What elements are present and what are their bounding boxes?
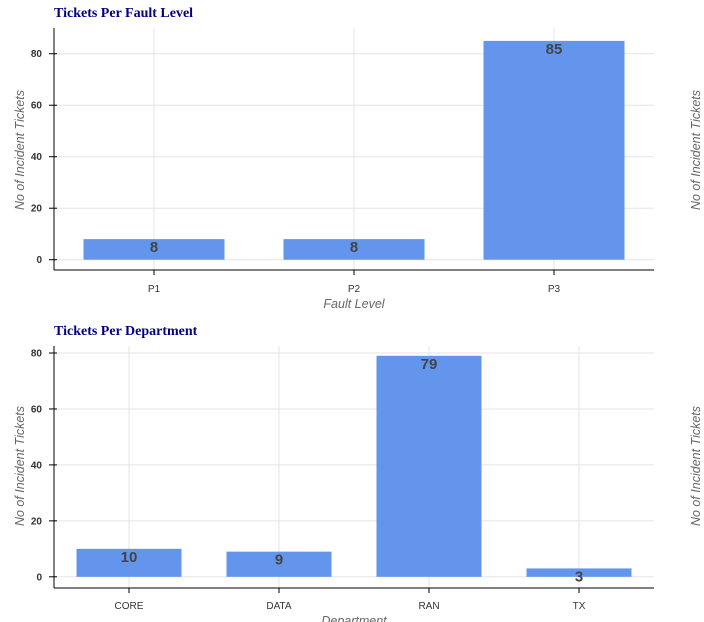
y-tick-label: 80 bbox=[31, 49, 43, 60]
y-axis-title: No of Incident Tickets bbox=[13, 90, 27, 210]
bar-p3 bbox=[483, 40, 625, 260]
bar-value-label: 9 bbox=[275, 552, 283, 569]
y-tick-label: 0 bbox=[36, 572, 42, 583]
bar-data bbox=[226, 551, 332, 577]
bar-value-label: 3 bbox=[575, 568, 583, 585]
x-axis-title: Fault Level bbox=[323, 297, 385, 311]
bar-value-label: 79 bbox=[421, 356, 438, 373]
y-tick-label: 80 bbox=[31, 348, 43, 359]
bar-value-label: 85 bbox=[546, 41, 563, 58]
x-tick-label: RAN bbox=[418, 601, 439, 612]
bar-p1 bbox=[83, 239, 225, 260]
department-chart-svg: 10 9 79 3 0 20 40 60 80 CORE DATA RAN TX Department No… bbox=[13, 346, 703, 622]
y-tick-label: 0 bbox=[36, 255, 42, 266]
x-tick-label: P3 bbox=[548, 284, 561, 295]
y-tick-label: 40 bbox=[31, 460, 43, 471]
right-y-axis-title: No of Incident Tickets bbox=[689, 90, 703, 210]
y-tick-label: 60 bbox=[31, 101, 43, 112]
bar-tx bbox=[526, 568, 632, 577]
right-y-axis-title: No of Incident Tickets bbox=[689, 406, 703, 526]
department-chart: Tickets Per Department 10 9 79 3 0 20 40 60 80 CO… bbox=[0, 318, 704, 622]
bar-value-label: 8 bbox=[150, 239, 158, 256]
bar-ran bbox=[376, 355, 482, 577]
x-tick-label: TX bbox=[573, 601, 586, 612]
y-tick-label: 20 bbox=[31, 204, 43, 215]
bar-value-label: 8 bbox=[350, 239, 358, 256]
x-tick-label: P1 bbox=[148, 284, 161, 295]
x-tick-label: CORE bbox=[115, 601, 144, 612]
fault-level-chart: Tickets Per Fault Level 8 8 85 0 20 40 60 80 P1 P… bbox=[0, 0, 704, 311]
bar-core bbox=[76, 548, 182, 577]
fault-level-chart-svg: 8 8 85 0 20 40 60 80 P1 P2 P3 Fault Level No of Inci… bbox=[13, 28, 703, 311]
chart-title: Tickets Per Fault Level bbox=[54, 6, 194, 21]
y-tick-label: 60 bbox=[31, 404, 43, 415]
chart-title: Tickets Per Department bbox=[54, 324, 198, 339]
x-tick-label: P2 bbox=[348, 284, 361, 295]
x-tick-label: DATA bbox=[266, 601, 292, 612]
x-axis-title: Department bbox=[321, 614, 387, 622]
y-axis-title: No of Incident Tickets bbox=[13, 406, 27, 526]
y-tick-label: 20 bbox=[31, 516, 43, 527]
bar-p2 bbox=[283, 239, 425, 260]
bar-value-label: 10 bbox=[121, 549, 138, 566]
y-tick-label: 40 bbox=[31, 152, 43, 163]
